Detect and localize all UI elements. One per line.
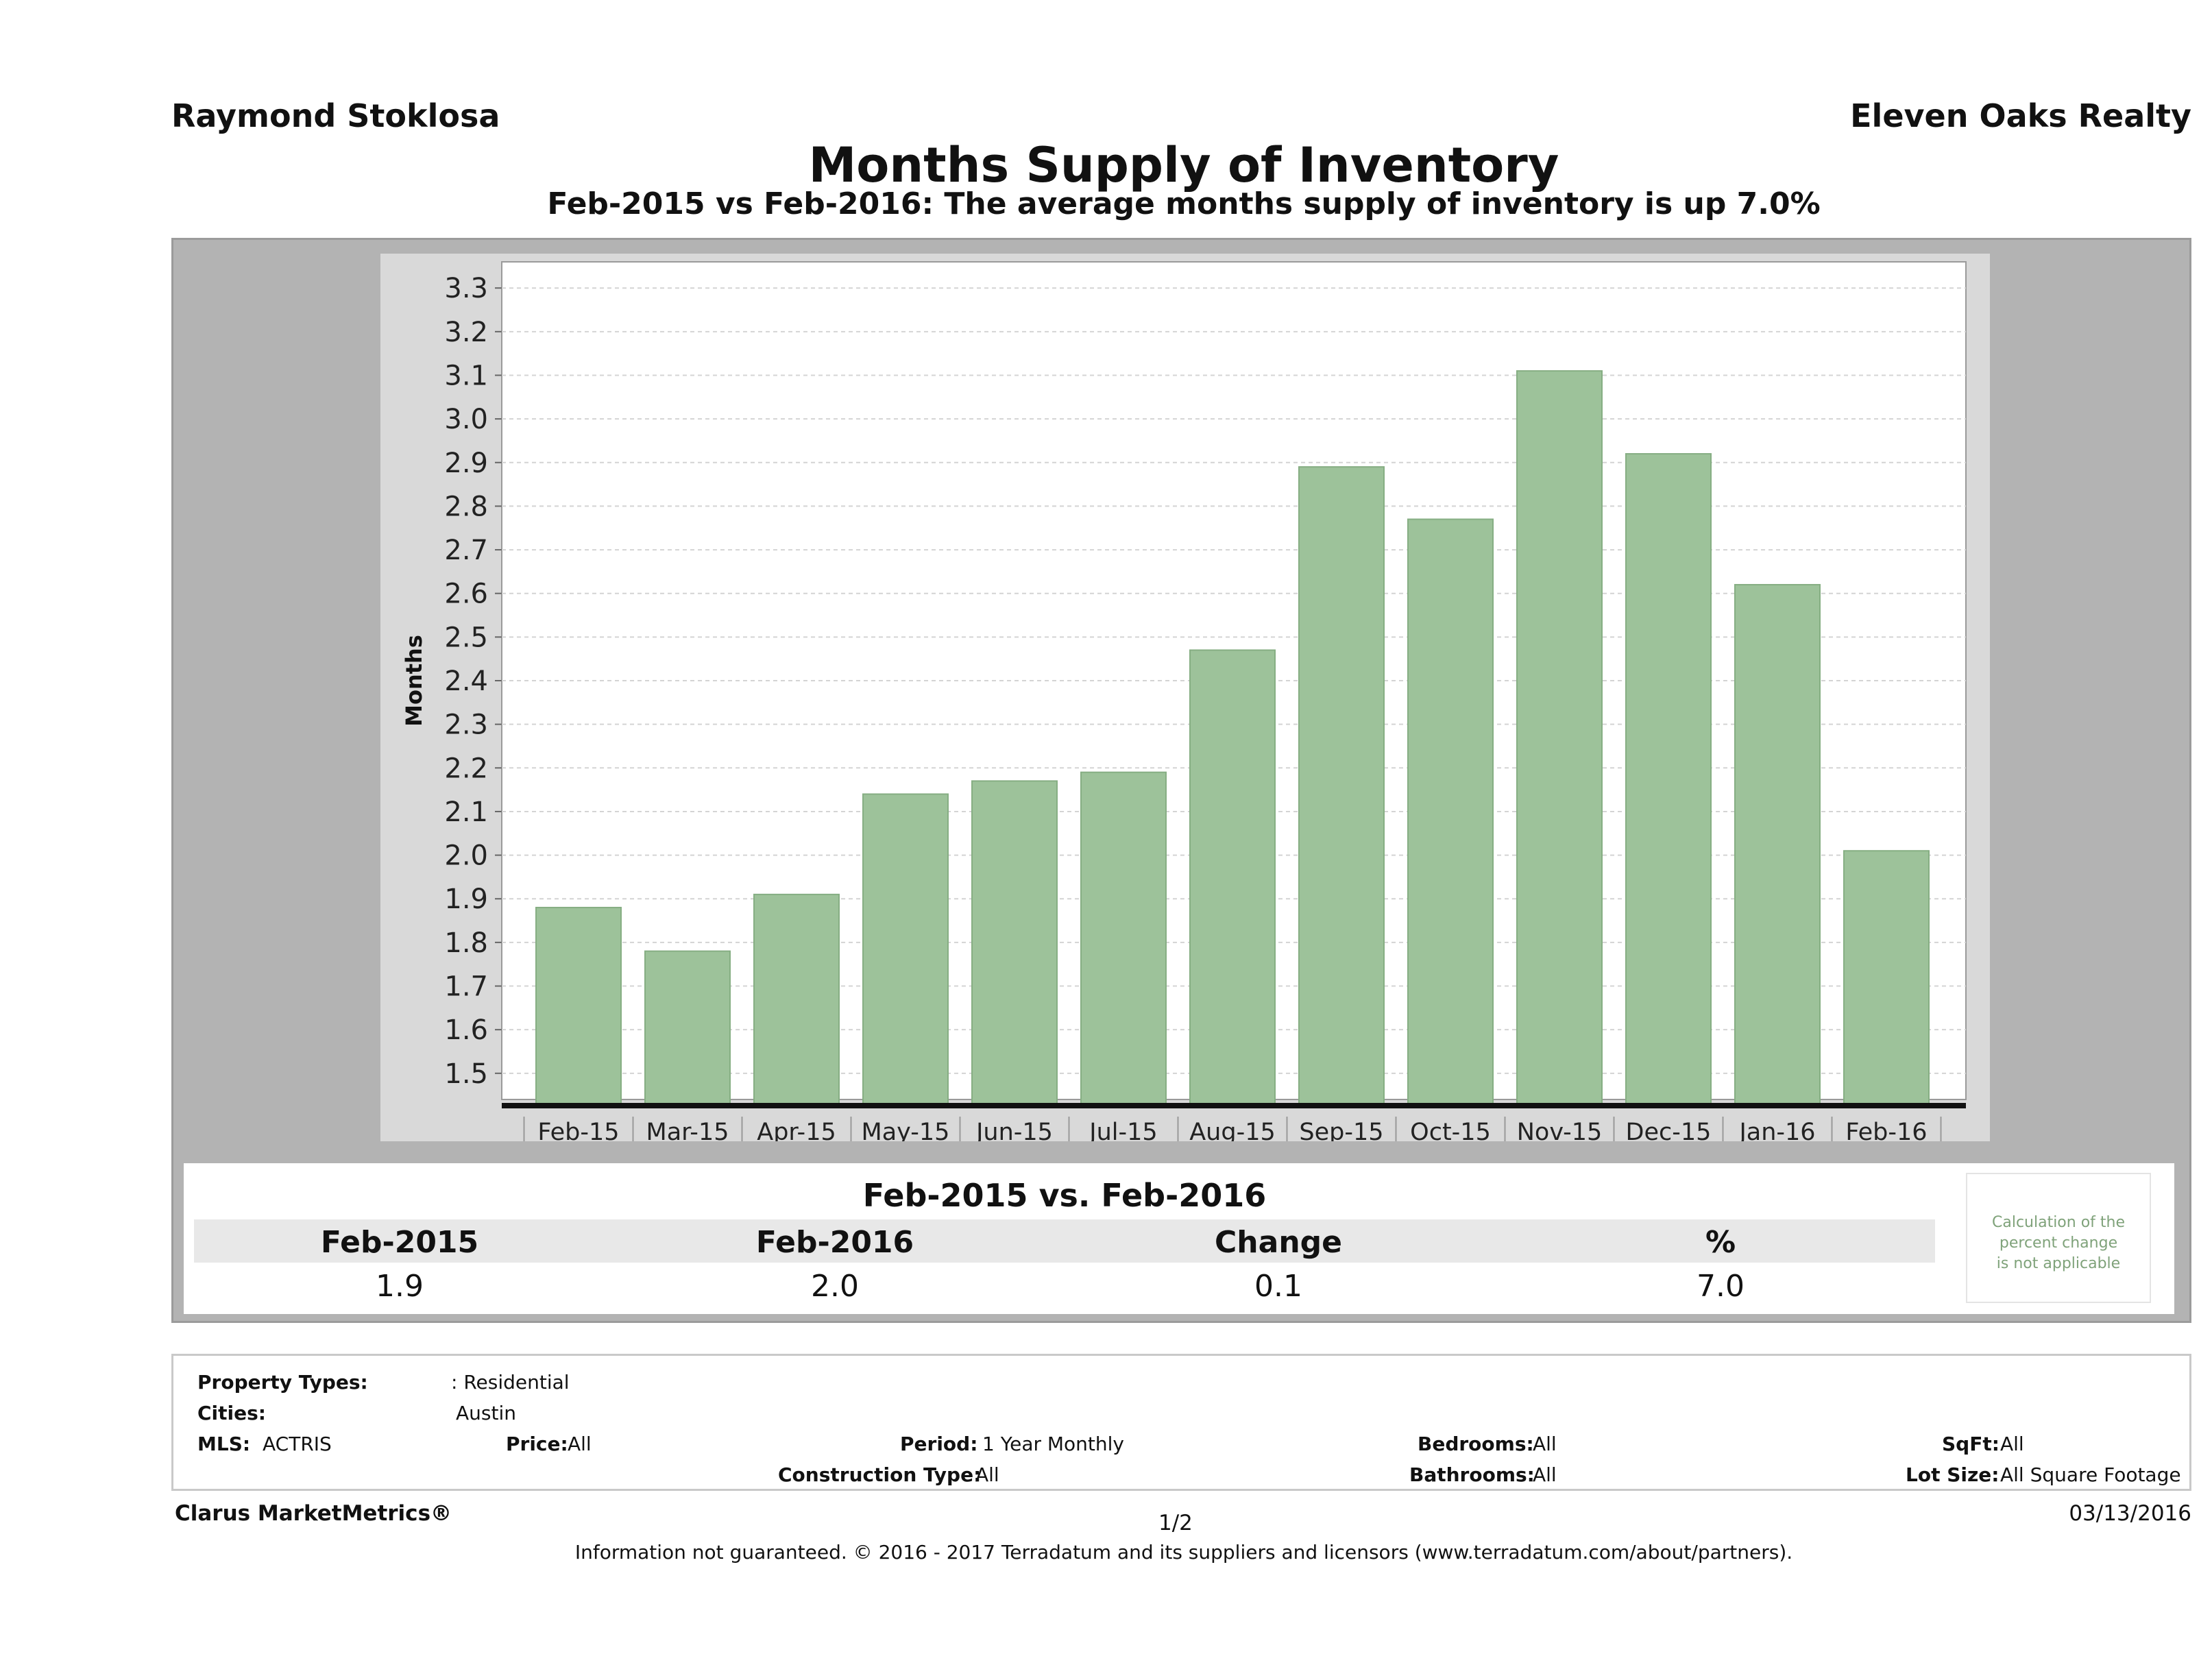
y-tick-label: 3.3 <box>444 273 488 304</box>
bar <box>1734 583 1821 1106</box>
x-tick-label: Feb-16 <box>1845 1119 1927 1141</box>
x-tick-label: Feb-15 <box>537 1119 619 1141</box>
product-name: Clarus MarketMetrics® <box>175 1501 452 1526</box>
chart-subtitle: Feb-2015 vs Feb-2016: The average months… <box>547 186 1821 221</box>
note-line: Calculation of the <box>1991 1214 2126 1231</box>
header-feb-2015: Feb-2015 <box>320 1225 479 1260</box>
x-tick-label: Dec-15 <box>1626 1119 1712 1141</box>
bar <box>1407 518 1494 1106</box>
y-tick-label: 1.9 <box>444 884 488 915</box>
y-tick-label: 2.9 <box>444 448 488 479</box>
x-tick-label: Mar-15 <box>646 1119 729 1141</box>
x-tick-label: Aug-15 <box>1189 1119 1276 1141</box>
x-tick-label: Jan-16 <box>1738 1119 1815 1141</box>
bar <box>644 950 731 1107</box>
value-change: 0.1 <box>1254 1269 1302 1304</box>
x-tick-label: Apr-15 <box>757 1119 836 1141</box>
bedrooms-label: Bedrooms: <box>1418 1433 1534 1455</box>
page-number: 1/2 <box>1158 1511 1193 1535</box>
y-tick-label: 2.7 <box>444 535 488 566</box>
x-tick-label: Nov-15 <box>1517 1119 1603 1141</box>
chart-title: Months Supply of Inventory <box>808 137 1559 193</box>
lot-size-label: Lot Size: <box>1906 1463 2000 1486</box>
y-tick-label: 1.8 <box>444 927 488 959</box>
bar <box>1843 850 1930 1106</box>
cities-value: Austin <box>456 1402 516 1424</box>
cities-label: Cities: <box>197 1402 266 1424</box>
header-change: Change <box>1215 1225 1342 1260</box>
y-tick-label: 3.0 <box>444 404 488 435</box>
y-tick-label: 2.0 <box>444 840 488 872</box>
period-value: 1 Year Monthly <box>982 1433 1125 1455</box>
bar <box>1625 453 1712 1106</box>
comparison-value-row: 1.9 2.0 0.1 7.0 <box>194 1265 1935 1304</box>
x-tick-label: Jul-15 <box>1088 1119 1157 1141</box>
property-types-label: Property Types: <box>197 1371 368 1394</box>
x-tick-label: Oct-15 <box>1410 1119 1491 1141</box>
note-line: percent change <box>1999 1235 2118 1252</box>
bar <box>1516 370 1603 1106</box>
mls-label: MLS: <box>197 1433 251 1455</box>
bedrooms-value: All <box>1533 1433 1557 1455</box>
mls-value: ACTRIS <box>263 1433 332 1455</box>
y-tick-label: 2.3 <box>444 709 488 741</box>
x-tick-label: Jun-15 <box>975 1119 1053 1141</box>
agent-name: Raymond Stoklosa <box>171 97 500 134</box>
bathrooms-value: All <box>1533 1463 1557 1486</box>
property-types-value: : Residential <box>451 1371 570 1394</box>
bar <box>1080 771 1167 1106</box>
lot-size-value: All Square Footage <box>2000 1463 2181 1486</box>
price-label: Price: <box>506 1433 568 1455</box>
period-label: Period: <box>900 1433 978 1455</box>
disclaimer: Information not guaranteed. © 2016 - 201… <box>574 1541 1793 1564</box>
value-percent: 7.0 <box>1697 1269 1745 1304</box>
header-feb-2016: Feb-2016 <box>755 1225 914 1260</box>
bar <box>862 793 949 1107</box>
y-tick-label: 2.4 <box>444 666 488 697</box>
y-axis-label: Months <box>401 635 427 727</box>
filter-criteria: Property Types: : Residential Cities: Au… <box>171 1354 2191 1491</box>
construction-type-label: Construction Type: <box>778 1463 982 1486</box>
bar-chart: 1.5 1.6 1.7 1.8 1.9 2.0 2.1 2.2 2.3 2.4 2.5 2.6 2.7 2… <box>401 261 1967 1141</box>
y-tick-label: 2.5 <box>444 622 488 653</box>
sqft-label: SqFt: <box>1942 1433 2000 1455</box>
price-value: All <box>568 1433 592 1455</box>
bathrooms-label: Bathrooms: <box>1409 1463 1535 1486</box>
bar <box>1298 466 1385 1106</box>
bar <box>753 893 840 1106</box>
x-tick-label: May-15 <box>862 1119 950 1141</box>
bar <box>971 780 1058 1107</box>
y-tick-label: 2.2 <box>444 753 488 784</box>
y-tick-label: 1.5 <box>444 1058 488 1090</box>
report-date: 03/13/2016 <box>2069 1501 2191 1526</box>
bar <box>1189 649 1276 1106</box>
brokerage-name: Eleven Oaks Realty <box>1850 97 2191 134</box>
value-feb-2015: 1.9 <box>376 1269 424 1304</box>
percent-change-note: Calculation of the percent change is not… <box>1966 1173 2151 1303</box>
note-line: is not applicable <box>1996 1255 2121 1272</box>
x-tick-label: Sep-15 <box>1299 1119 1383 1141</box>
y-tick-label: 1.7 <box>444 971 488 1003</box>
construction-type-value: All <box>975 1463 999 1486</box>
comparison-header-row: Feb-2015 Feb-2016 Change % <box>194 1219 1935 1263</box>
y-tick-label: 2.6 <box>444 579 488 610</box>
y-tick-label: 2.8 <box>444 491 488 522</box>
bar <box>535 906 622 1106</box>
y-tick-label: 1.6 <box>444 1014 488 1046</box>
y-tick-label: 2.1 <box>444 797 488 828</box>
y-tick-label: 3.1 <box>444 360 488 391</box>
sqft-value: All <box>2000 1433 2024 1455</box>
header-percent: % <box>1705 1225 1736 1260</box>
value-feb-2016: 2.0 <box>811 1269 859 1304</box>
comparison-title: Feb-2015 vs. Feb-2016 <box>194 1173 1935 1218</box>
y-tick-label: 3.2 <box>444 317 488 348</box>
